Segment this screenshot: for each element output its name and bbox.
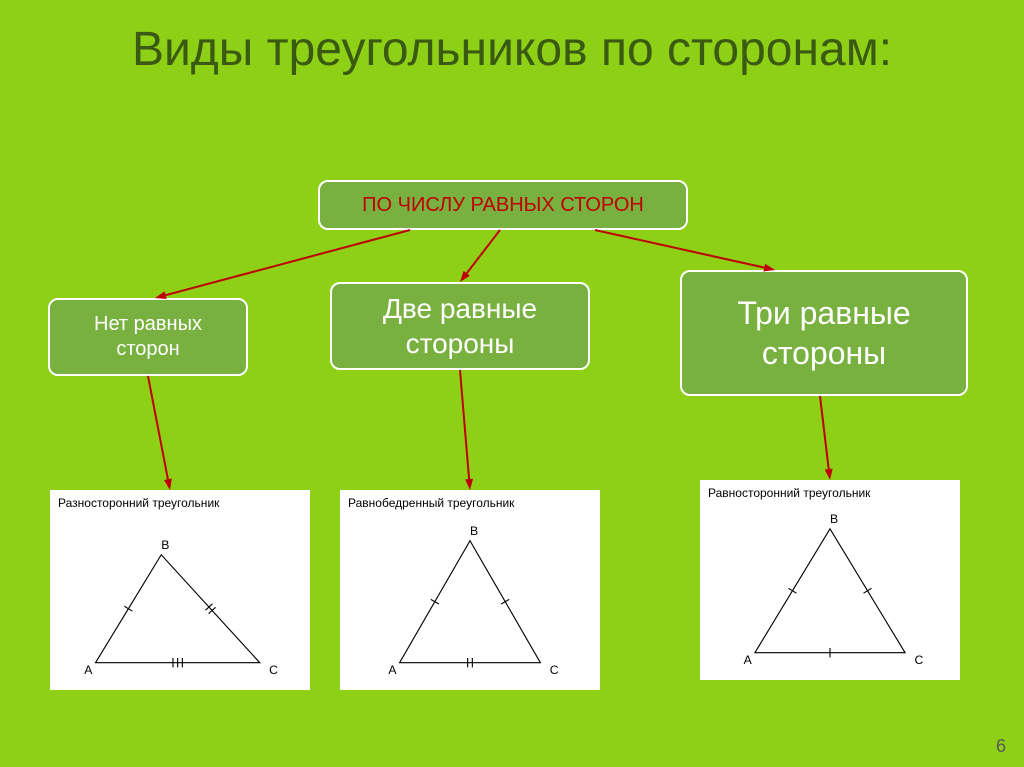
figure-isosceles-svg: A B C (348, 512, 592, 682)
svg-text:B: B (161, 538, 169, 552)
svg-text:C: C (550, 663, 559, 677)
figure-isosceles: Равнобедренный треугольник A B C (340, 490, 600, 690)
svg-text:C: C (269, 663, 278, 677)
figure-isosceles-title: Равнобедренный треугольник (348, 496, 592, 510)
svg-text:A: A (744, 653, 753, 667)
branch-right: Три равные стороны (680, 270, 968, 396)
svg-text:A: A (84, 663, 93, 677)
figure-equilateral-title: Равносторонний треугольник (708, 486, 952, 500)
svg-text:A: A (388, 663, 397, 677)
root-box: ПО ЧИСЛУ РАВНЫХ СТОРОН (318, 180, 688, 230)
figure-equilateral: Равносторонний треугольник A B C (700, 480, 960, 680)
figure-scalene: Разносторонний треугольник A B C (50, 490, 310, 690)
slide: Виды треугольников по сторонам: ПО ЧИСЛУ… (0, 0, 1024, 767)
figure-scalene-svg: A B C (58, 512, 302, 682)
svg-text:C: C (914, 653, 923, 667)
svg-text:B: B (470, 524, 478, 538)
branch-left: Нет равных сторон (48, 298, 248, 376)
page-number: 6 (996, 736, 1006, 757)
svg-text:B: B (830, 512, 838, 526)
branch-mid: Две равные стороны (330, 282, 590, 370)
figure-equilateral-svg: A B C (708, 502, 952, 672)
slide-title: Виды треугольников по сторонам: (0, 22, 1024, 77)
figure-scalene-title: Разносторонний треугольник (58, 496, 302, 510)
